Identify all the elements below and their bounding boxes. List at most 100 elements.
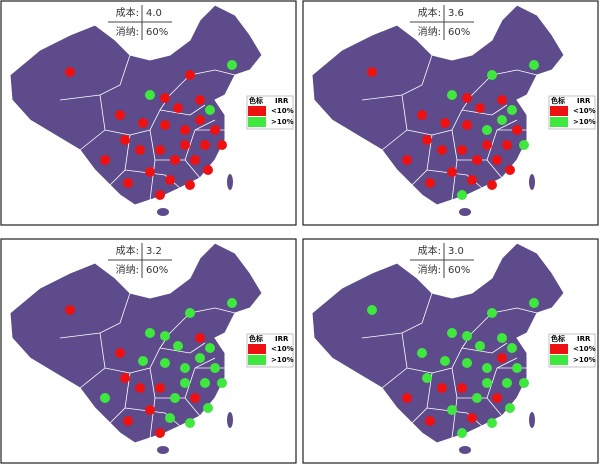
- legend: 色标 IRR <10% >10%: [246, 333, 294, 368]
- site-dot: [512, 125, 522, 135]
- site-dot: [402, 393, 412, 403]
- legend-swatch-green: [550, 117, 568, 127]
- site-dot: [417, 110, 427, 120]
- site-dot: [138, 118, 148, 128]
- site-dot: [505, 403, 515, 413]
- site-dot: [180, 363, 190, 373]
- cost-label: 成本:: [418, 6, 441, 19]
- legend-swatch-green: [248, 355, 266, 365]
- taiwan: [227, 174, 233, 190]
- site-dot: [185, 180, 195, 190]
- site-dot: [135, 383, 145, 393]
- site-dot: [195, 95, 205, 105]
- site-dot: [417, 348, 427, 358]
- site-dot: [422, 135, 432, 145]
- site-dot: [457, 190, 467, 200]
- site-dot: [529, 60, 539, 70]
- site-dot: [155, 145, 165, 155]
- site-dot: [425, 416, 435, 426]
- china-map: [9, 4, 263, 206]
- site-dot: [227, 298, 237, 308]
- site-dot: [115, 348, 125, 358]
- site-dot: [160, 120, 170, 130]
- site-dot: [402, 155, 412, 165]
- site-dot: [475, 341, 485, 351]
- site-dot: [185, 70, 195, 80]
- legend-header: IRR: [275, 335, 289, 343]
- province-border: [159, 104, 206, 116]
- taiwan: [227, 412, 233, 428]
- site-dot: [227, 60, 237, 70]
- province-border: [361, 54, 433, 101]
- cost-value: 4.0: [146, 8, 162, 19]
- site-dot: [447, 328, 457, 338]
- site-dot: [467, 175, 477, 185]
- site-dot: [462, 331, 472, 341]
- site-dot: [462, 120, 472, 130]
- legend-high: >10%: [271, 118, 294, 126]
- site-dot: [160, 93, 170, 103]
- site-dot: [135, 145, 145, 155]
- consumption-label: 消纳:: [116, 25, 139, 38]
- site-dot: [155, 383, 165, 393]
- site-dot: [138, 356, 148, 366]
- site-dot: [512, 363, 522, 373]
- site-dot: [100, 155, 110, 165]
- site-dot: [120, 373, 130, 383]
- site-dot: [210, 125, 220, 135]
- consumption-value: 60%: [448, 27, 470, 38]
- site-dot: [437, 383, 447, 393]
- site-dot: [160, 331, 170, 341]
- site-dot: [155, 190, 165, 200]
- province-border: [124, 169, 181, 189]
- legend: 色标 IRR <10% >10%: [246, 95, 294, 130]
- site-dot: [170, 155, 180, 165]
- site-dot: [497, 95, 507, 105]
- site-dot: [205, 343, 215, 353]
- site-dot: [529, 298, 539, 308]
- province-border: [124, 407, 181, 427]
- legend-swatch-red: [550, 106, 568, 116]
- legend-swatch-red: [248, 106, 266, 116]
- province-border: [361, 292, 433, 339]
- site-dot: [367, 67, 377, 77]
- province-border: [471, 307, 538, 334]
- province-border: [426, 169, 483, 189]
- map-panel: 成本: 3.0 消纳: 60% 色标 IRR <10% >10%: [302, 238, 599, 464]
- legend: 色标 IRR <10% >10%: [548, 333, 596, 368]
- taiwan: [529, 174, 535, 190]
- site-dot: [180, 125, 190, 135]
- site-dot: [195, 353, 205, 363]
- site-dot: [472, 393, 482, 403]
- site-dot: [482, 363, 492, 373]
- site-dot: [185, 308, 195, 318]
- consumption-value: 60%: [146, 27, 168, 38]
- site-dot: [507, 343, 517, 353]
- site-dot: [173, 103, 183, 113]
- site-dot: [502, 378, 512, 388]
- site-dot: [145, 405, 155, 415]
- site-dot: [425, 178, 435, 188]
- china-map: [9, 242, 263, 444]
- site-dot: [203, 403, 213, 413]
- site-dot: [367, 305, 377, 315]
- legend-swatch-red: [248, 344, 266, 354]
- site-dot: [462, 358, 472, 368]
- legend-title: 色标: [551, 96, 565, 105]
- site-dot: [440, 356, 450, 366]
- site-dot: [472, 155, 482, 165]
- site-dot: [203, 165, 213, 175]
- site-dot: [100, 393, 110, 403]
- legend-title: 色标: [249, 96, 263, 105]
- site-dot: [145, 90, 155, 100]
- site-dot: [457, 383, 467, 393]
- site-dot: [115, 110, 125, 120]
- site-dot: [173, 341, 183, 351]
- site-dot: [180, 140, 190, 150]
- site-dot: [502, 140, 512, 150]
- legend-header: IRR: [275, 97, 289, 105]
- site-dot: [205, 105, 215, 115]
- site-dot: [422, 373, 432, 383]
- legend-low: <10%: [573, 345, 596, 353]
- site-dot: [217, 378, 227, 388]
